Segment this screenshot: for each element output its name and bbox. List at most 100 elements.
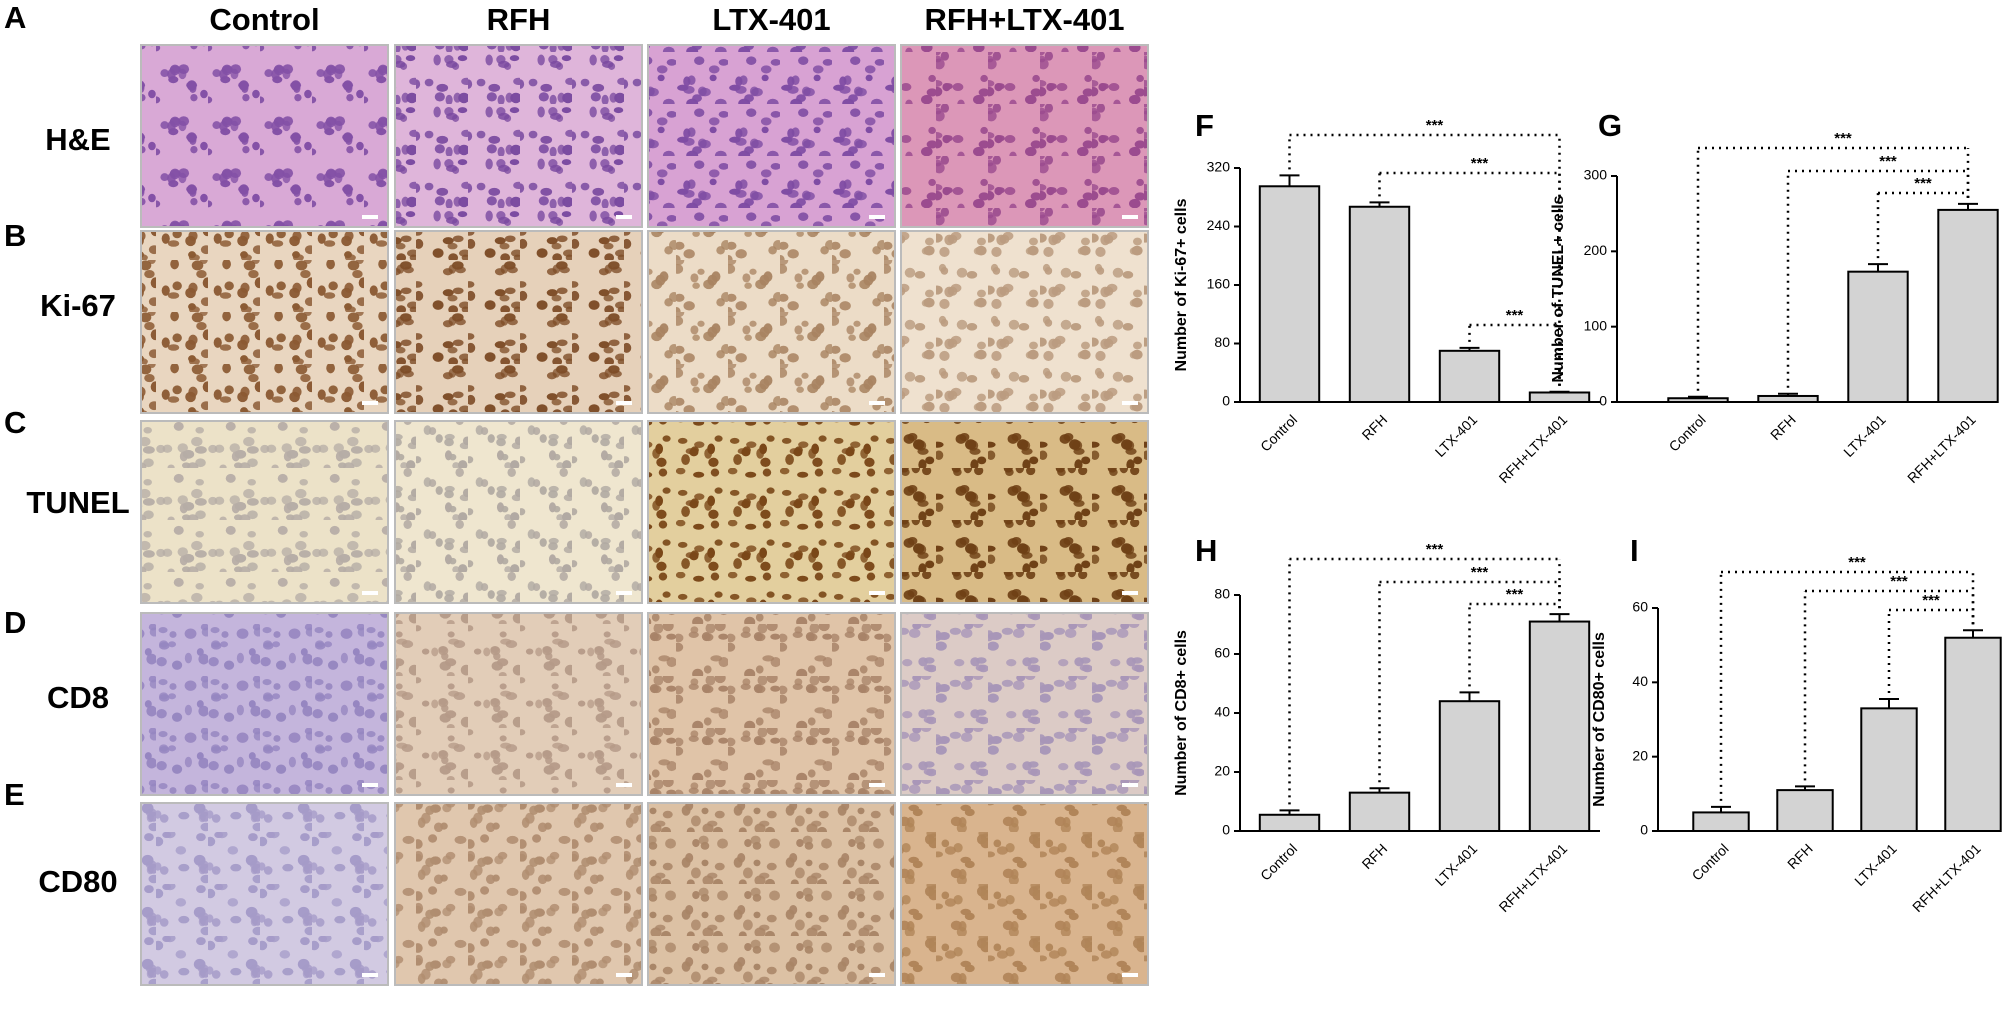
y-tick-label: 0 bbox=[1640, 822, 1648, 838]
scale-bar bbox=[616, 591, 632, 595]
significance-label: *** bbox=[1471, 564, 1489, 581]
scale-bar bbox=[1122, 973, 1138, 977]
micrograph bbox=[394, 420, 643, 604]
micrograph bbox=[900, 44, 1149, 228]
y-tick-label: 40 bbox=[1632, 673, 1648, 689]
y-axis-label: Number of TUNEL+ cells bbox=[1550, 195, 1567, 382]
significance-label: *** bbox=[1471, 155, 1489, 172]
x-tick-label: LTX-401 bbox=[1840, 411, 1889, 460]
y-tick-label: 160 bbox=[1207, 276, 1231, 292]
micrograph bbox=[394, 230, 643, 414]
panel-letter: G bbox=[1598, 108, 1622, 143]
scale-bar bbox=[362, 215, 378, 219]
bar bbox=[1847, 270, 1909, 403]
y-tick-label: 300 bbox=[1584, 167, 1608, 183]
micrograph bbox=[140, 612, 389, 796]
panel-letter: C bbox=[4, 405, 26, 440]
scale-bar bbox=[616, 401, 632, 405]
scale-bar bbox=[362, 591, 378, 595]
y-tick-label: 20 bbox=[1632, 747, 1648, 763]
row-label: TUNEL bbox=[26, 485, 129, 520]
y-tick-label: 240 bbox=[1207, 217, 1231, 233]
micrograph bbox=[900, 230, 1149, 414]
significance-label: *** bbox=[1506, 307, 1524, 324]
x-tick-label: RFH+LTX-401 bbox=[1496, 411, 1571, 486]
panel-letter: E bbox=[4, 777, 25, 812]
y-tick-label: 0 bbox=[1222, 822, 1230, 838]
micrograph bbox=[900, 420, 1149, 604]
x-tick-label: Control bbox=[1257, 411, 1300, 454]
micrograph bbox=[140, 420, 389, 604]
significance-label: *** bbox=[1879, 153, 1897, 170]
y-tick-label: 200 bbox=[1584, 242, 1608, 258]
significance-label: *** bbox=[1506, 586, 1524, 603]
bar bbox=[1776, 789, 1834, 832]
micrograph bbox=[900, 802, 1149, 986]
y-tick-label: 0 bbox=[1222, 393, 1230, 409]
micrograph bbox=[394, 612, 643, 796]
panel-letter: F bbox=[1195, 108, 1214, 143]
bar bbox=[1528, 391, 1591, 403]
x-tick-label: Control bbox=[1689, 840, 1732, 883]
column-header: RFH bbox=[487, 2, 551, 37]
micrograph bbox=[140, 230, 389, 414]
y-axis-label: Number of Ki-67+ cells bbox=[1173, 198, 1190, 371]
y-tick-label: 320 bbox=[1207, 159, 1231, 175]
bar bbox=[1937, 208, 1999, 403]
scale-bar bbox=[869, 401, 885, 405]
bar bbox=[1348, 205, 1411, 403]
micrograph bbox=[394, 44, 643, 228]
panel-letter: B bbox=[4, 218, 26, 253]
row-label: Ki-67 bbox=[40, 288, 116, 323]
significance-label: *** bbox=[1834, 130, 1852, 147]
bar bbox=[1438, 700, 1501, 833]
micrograph bbox=[900, 612, 1149, 796]
micrograph bbox=[647, 44, 896, 228]
panel-letter: I bbox=[1630, 533, 1639, 568]
x-tick-label: RFH bbox=[1359, 840, 1391, 872]
y-axis-label: Number of CD8+ cells bbox=[1173, 630, 1190, 796]
significance-label: *** bbox=[1426, 541, 1444, 558]
significance-label: *** bbox=[1890, 573, 1908, 590]
bar bbox=[1258, 813, 1321, 833]
scale-bar bbox=[1122, 401, 1138, 405]
x-tick-label: Control bbox=[1257, 840, 1300, 883]
scale-bar bbox=[616, 973, 632, 977]
y-axis-label: Number of CD80+ cells bbox=[1591, 632, 1608, 807]
y-tick-label: 80 bbox=[1214, 334, 1230, 350]
significance-label: *** bbox=[1914, 175, 1932, 192]
x-tick-label: LTX-401 bbox=[1851, 840, 1900, 889]
x-tick-label: LTX-401 bbox=[1432, 411, 1481, 460]
scale-bar bbox=[1122, 215, 1138, 219]
micrograph bbox=[647, 612, 896, 796]
x-tick-label: RFH+LTX-401 bbox=[1496, 840, 1571, 915]
row-label: CD80 bbox=[38, 864, 117, 899]
micrograph bbox=[394, 802, 643, 986]
bar bbox=[1692, 811, 1750, 833]
bar bbox=[1667, 397, 1729, 404]
scale-bar bbox=[1122, 591, 1138, 595]
x-tick-label: RFH bbox=[1359, 411, 1391, 443]
bar bbox=[1860, 707, 1918, 832]
micrograph bbox=[140, 802, 389, 986]
scale-bar bbox=[616, 783, 632, 787]
x-tick-label: RFH bbox=[1784, 840, 1816, 872]
x-tick-label: RFH bbox=[1767, 411, 1799, 443]
y-tick-label: 60 bbox=[1632, 599, 1648, 615]
panel-letter: H bbox=[1195, 533, 1217, 568]
scale-bar bbox=[362, 401, 378, 405]
significance-label: *** bbox=[1922, 592, 1940, 609]
panel-letter: A bbox=[4, 0, 26, 35]
scale-bar bbox=[869, 973, 885, 977]
bar bbox=[1944, 636, 2002, 832]
micrograph bbox=[647, 420, 896, 604]
x-tick-label: RFH+LTX-401 bbox=[1904, 411, 1979, 486]
panel-letter: D bbox=[4, 605, 26, 640]
scale-bar bbox=[869, 215, 885, 219]
column-header: LTX-401 bbox=[712, 2, 830, 37]
micrograph bbox=[647, 230, 896, 414]
y-tick-label: 20 bbox=[1214, 763, 1230, 779]
scale-bar bbox=[362, 783, 378, 787]
y-tick-label: 0 bbox=[1599, 393, 1607, 409]
